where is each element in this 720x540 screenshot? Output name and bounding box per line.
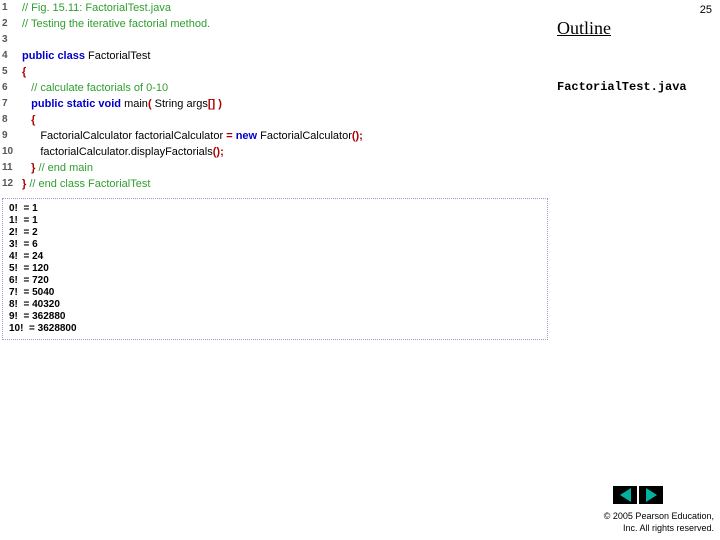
outline-heading: Outline — [557, 18, 611, 39]
line-number: 7 — [0, 96, 22, 112]
copyright-line: © 2005 Pearson Education, — [604, 510, 714, 522]
line-number: 11 — [0, 160, 22, 176]
code-line: 10 factorialCalculator.displayFactorials… — [0, 144, 550, 160]
triangle-right-icon — [646, 488, 657, 502]
next-button[interactable] — [639, 486, 663, 504]
line-number: 12 — [0, 176, 22, 192]
code-line: 5{ — [0, 64, 550, 80]
output-line: 2! = 2 — [9, 227, 541, 239]
output-line: 1! = 1 — [9, 215, 541, 227]
output-line: 5! = 120 — [9, 263, 541, 275]
output-line: 7! = 5040 — [9, 287, 541, 299]
prev-button[interactable] — [613, 486, 637, 504]
program-output: 0! = 11! = 12! = 23! = 64! = 245! = 1206… — [2, 198, 548, 340]
copyright-line: Inc. All rights reserved. — [604, 522, 714, 534]
line-number: 4 — [0, 48, 22, 64]
code-text: } // end main — [22, 160, 550, 176]
output-line: 0! = 1 — [9, 203, 541, 215]
output-line: 6! = 720 — [9, 275, 541, 287]
code-text: { — [22, 64, 550, 80]
output-line: 3! = 6 — [9, 239, 541, 251]
code-text: factorialCalculator.displayFactorials(); — [22, 144, 550, 160]
code-text: } // end class FactorialTest — [22, 176, 550, 192]
code-text: // Fig. 15.11: FactorialTest.java — [22, 0, 550, 16]
right-panel: 25 Outline FactorialTest.java © 2005 Pea… — [555, 0, 720, 540]
nav-buttons — [613, 486, 663, 504]
code-line: 12} // end class FactorialTest — [0, 176, 550, 192]
code-text: // Testing the iterative factorial metho… — [22, 16, 550, 32]
code-line: 4public class FactorialTest — [0, 48, 550, 64]
output-line: 9! = 362880 — [9, 311, 541, 323]
code-line: 3 — [0, 32, 550, 48]
code-line: 8 { — [0, 112, 550, 128]
code-text — [22, 32, 550, 48]
page-number: 25 — [700, 4, 712, 16]
code-line: 7 public static void main( String args[]… — [0, 96, 550, 112]
copyright-text: © 2005 Pearson Education, Inc. All right… — [604, 510, 714, 534]
code-line: 9 FactorialCalculator factorialCalculato… — [0, 128, 550, 144]
code-text: public class FactorialTest — [22, 48, 550, 64]
output-line: 10! = 3628800 — [9, 323, 541, 335]
line-number: 10 — [0, 144, 22, 160]
line-number: 2 — [0, 16, 22, 32]
code-text: public static void main( String args[] ) — [22, 96, 550, 112]
line-number: 8 — [0, 112, 22, 128]
code-listing: 1// Fig. 15.11: FactorialTest.java2// Te… — [0, 0, 550, 192]
line-number: 6 — [0, 80, 22, 96]
code-line: 2// Testing the iterative factorial meth… — [0, 16, 550, 32]
code-line: 11 } // end main — [0, 160, 550, 176]
line-number: 1 — [0, 0, 22, 16]
code-text: { — [22, 112, 550, 128]
output-line: 4! = 24 — [9, 251, 541, 263]
code-line: 1// Fig. 15.11: FactorialTest.java — [0, 0, 550, 16]
code-line: 6 // calculate factorials of 0-10 — [0, 80, 550, 96]
output-line: 8! = 40320 — [9, 299, 541, 311]
line-number: 5 — [0, 64, 22, 80]
triangle-left-icon — [620, 488, 631, 502]
line-number: 3 — [0, 32, 22, 48]
code-text: // calculate factorials of 0-10 — [22, 80, 550, 96]
source-filename: FactorialTest.java — [557, 80, 687, 94]
code-text: FactorialCalculator factorialCalculator … — [22, 128, 550, 144]
line-number: 9 — [0, 128, 22, 144]
